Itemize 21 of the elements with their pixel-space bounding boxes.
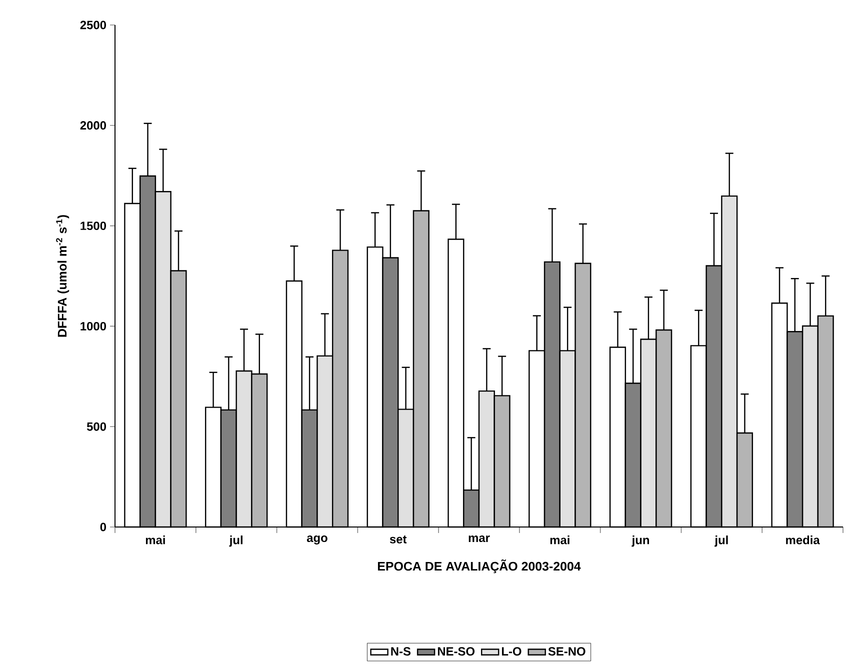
y-tick-label: 1000 <box>80 322 106 330</box>
x-tick-label: ago <box>306 536 328 544</box>
x-tick-label: mai <box>550 536 570 544</box>
x-tick-label: media <box>786 536 820 544</box>
x-tick-label: jul <box>229 536 242 547</box>
legend-label: N-S <box>391 647 411 656</box>
legend-label: SE-NO <box>548 647 586 656</box>
x-tick-label: mar <box>468 536 490 542</box>
y-tick-label: 500 <box>86 422 106 431</box>
y-tick-label: 2000 <box>80 121 106 130</box>
legend-label: NE-SO <box>438 647 475 656</box>
y-axis-title: DFFFA (umol m$^{-2}$ s$^{-1}$) <box>56 215 70 337</box>
x-tick-label: jun <box>632 536 650 547</box>
legend-label: L-O <box>502 647 522 656</box>
x-axis-title: EPOCA DE AVALIAÇÃO 2003-2004 <box>378 559 581 574</box>
y-tick-label: 1500 <box>80 222 106 230</box>
x-tick-label: set <box>390 536 407 544</box>
y-tick-label: 0 <box>100 522 106 532</box>
y-tick-label: 2500 <box>80 20 106 30</box>
x-tick-label: mai <box>146 536 165 544</box>
x-tick-label: jul <box>714 536 728 547</box>
